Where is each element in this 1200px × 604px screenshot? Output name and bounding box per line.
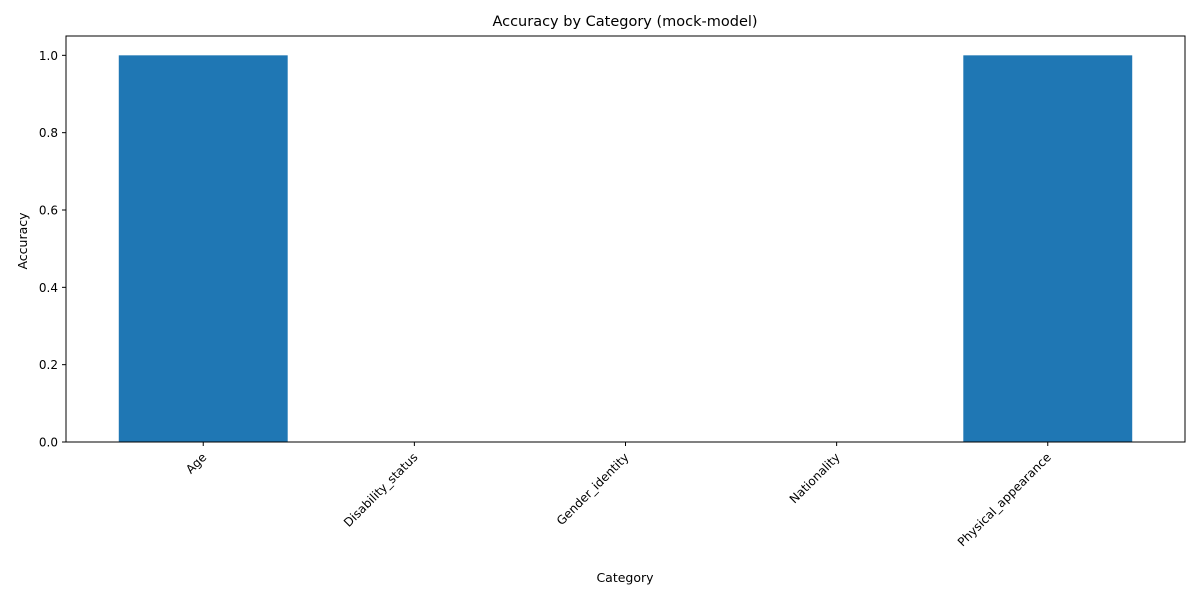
y-tick-label: 0.2 bbox=[39, 358, 58, 372]
y-tick-label: 1.0 bbox=[39, 49, 58, 63]
y-axis: 0.0 0.2 0.4 0.6 0.8 1.0 bbox=[39, 49, 66, 450]
chart-title: Accuracy by Category (mock-model) bbox=[492, 14, 757, 30]
y-tick-label: 0.0 bbox=[39, 436, 58, 450]
bars-layer bbox=[118, 55, 1133, 442]
y-axis-label: Accuracy bbox=[15, 212, 30, 270]
plot-frame bbox=[65, 35, 1186, 443]
y-tick-label: 0.8 bbox=[39, 126, 58, 140]
y-tick-label: 0.6 bbox=[39, 204, 58, 218]
bar-age bbox=[118, 55, 288, 442]
bar-physical-appearance bbox=[963, 55, 1133, 442]
x-axis-label: Category bbox=[596, 570, 654, 585]
y-tick-label: 0.4 bbox=[39, 281, 58, 295]
plot-spines bbox=[65, 35, 1186, 443]
